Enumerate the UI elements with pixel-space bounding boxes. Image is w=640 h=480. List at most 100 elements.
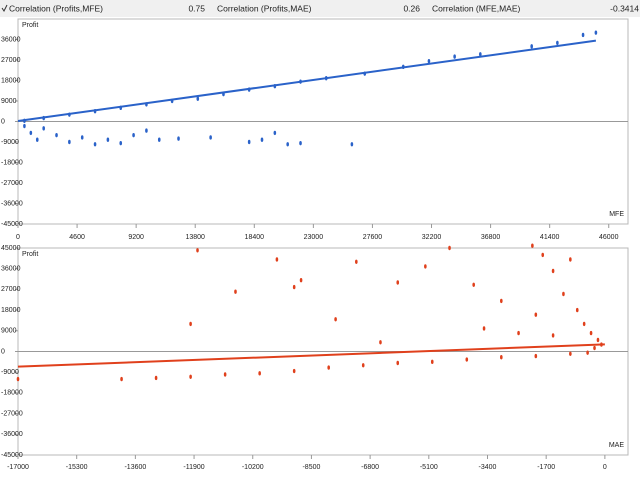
point [594,30,598,35]
x-tick-label: 41400 [540,234,560,241]
point [260,137,264,142]
x-tick-label: -3400 [479,464,497,471]
point [556,40,559,46]
x-tick-label: 4600 [69,234,85,241]
point [258,371,261,376]
point [327,365,330,370]
x-tick-label: -5100 [420,464,438,471]
header-value: 0.75 [188,3,205,13]
point [55,132,58,138]
y-tick-label: 27000 [1,286,21,293]
point [355,259,358,264]
check-icon [1,4,8,12]
point [465,357,469,362]
point [517,330,520,336]
point [23,123,26,129]
point [106,137,110,142]
trend-line [17,343,605,368]
point [132,132,135,138]
point [119,140,123,146]
y-tick-label: 0 [1,348,5,355]
point [424,264,427,269]
x-tick-label: 32200 [422,234,442,241]
point [286,142,289,147]
y-tick-label: -45000 [1,221,23,228]
point [334,317,337,322]
y-tick-label: 27000 [1,57,21,64]
point [472,282,475,287]
x-tick-label: 46000 [599,234,619,241]
x-tick-label: -10200 [242,464,264,471]
point [299,278,303,283]
point [361,363,365,368]
point [500,298,503,304]
y-tick-label: -36000 [1,431,23,438]
point [534,353,538,359]
point [209,135,212,140]
y-axis-label: Profit [22,251,38,258]
y-tick-label: -9000 [1,139,19,146]
x-tick-label: 18400 [245,234,265,241]
y-tick-label: 18000 [1,307,21,314]
x-tick-label: -17000 [7,464,29,471]
header-label: Correlation (Profits,MAE) [217,3,312,13]
y-tick-label: -27000 [1,180,23,187]
y-tick-label: 18000 [1,77,21,84]
point [379,340,382,345]
point [534,312,538,317]
point [589,330,593,336]
point [80,135,84,140]
point [35,137,39,142]
point [223,372,227,377]
trend-line [17,39,597,123]
point [530,44,533,49]
point [500,355,503,360]
header-value: -0.3414 [610,3,639,13]
point [93,142,97,147]
x-axis-label: MAE [609,442,625,449]
header-label: Correlation (Profits,MFE) [9,3,103,13]
x-tick-label: -15300 [66,464,88,471]
point [586,350,589,355]
x-tick-label: -6800 [361,464,379,471]
point [575,307,579,313]
point [350,142,354,147]
point [430,359,434,365]
point [582,321,586,327]
point [29,130,33,136]
point [196,248,199,253]
point [189,374,192,379]
point [593,345,596,351]
y-tick-label: 36000 [1,266,21,273]
point [145,128,148,133]
y-tick-label: -18000 [1,159,23,166]
point [596,337,600,343]
point [541,252,545,258]
y-tick-label: -45000 [1,452,23,459]
point [396,360,400,366]
point [427,58,431,64]
x-tick-label: 9200 [128,234,144,241]
x-tick-label: 27600 [363,234,383,241]
y-tick-label: -27000 [1,410,23,417]
point [120,376,123,382]
x-tick-label: 36800 [481,234,501,241]
point [16,376,20,382]
y-tick-label: 9000 [1,328,17,335]
y-tick-label: 45000 [1,245,21,252]
point [273,130,277,136]
point [453,54,456,59]
point [581,32,585,38]
y-tick-label: -36000 [1,200,23,207]
point [68,139,71,145]
x-tick-label: -1700 [537,464,555,471]
point [448,245,451,251]
header-bar [0,0,640,17]
x-tick-label: 0 [16,234,20,241]
point [551,268,555,274]
header-label: Correlation (MFE,MAE) [432,3,520,13]
x-tick-label: 23000 [304,234,324,241]
y-axis-label: Profit [22,22,38,29]
y-tick-label: 36000 [1,36,21,43]
